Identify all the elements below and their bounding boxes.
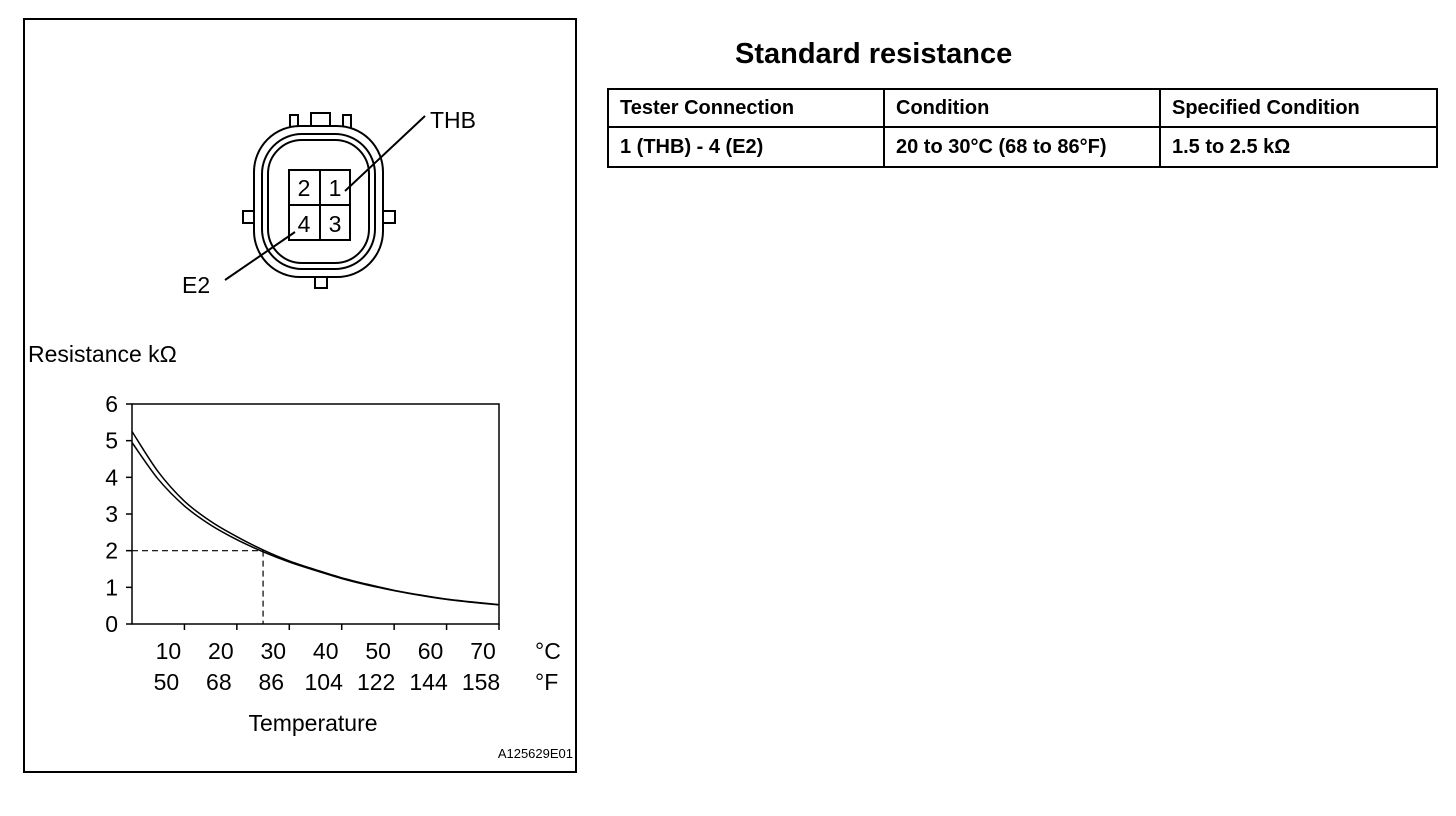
x-tick-label-celsius: 50 [365,638,391,664]
y-tick-label: 2 [105,538,118,564]
x-axis-title: Temperature [248,710,377,736]
x-tick-label-fahrenheit: 50 [154,669,180,695]
y-tick-label: 5 [105,428,118,454]
x-tick-label-celsius: 10 [156,638,182,664]
figure-frame: 2 1 4 3 THB E2 0 1 2 3 4 5 6 10 50 20 68 30 86 40 104 5… [23,18,577,773]
table-header-row: Tester Connection Condition Specified Co… [607,88,1438,128]
thb-label: THB [430,107,476,133]
connector-diagram [224,112,426,289]
x-tick-label-fahrenheit: 68 [206,669,232,695]
plot-area [131,403,500,625]
connector-housing-outer [253,125,384,278]
y-tick-label: 6 [105,391,118,417]
pin-number-4: 4 [298,211,311,237]
x-tick-label-celsius: 30 [260,638,286,664]
figure-svg: 2 1 4 3 THB E2 0123456105020683086401045… [28,107,573,761]
curve-lower-limit [131,442,500,606]
y-axis-title: Resistance kΩ [28,341,177,367]
cell-condition: 20 to 30°C (68 to 86°F) [883,126,1161,168]
y-tick-label: 3 [105,501,118,527]
e2-label: E2 [182,272,210,298]
cell-specified-condition: 1.5 to 2.5 kΩ [1159,126,1438,168]
pin-number-2: 2 [298,175,311,201]
x-tick-label-fahrenheit: 122 [357,669,395,695]
y-tick-label: 0 [105,611,118,637]
x-tick-label-celsius: 20 [208,638,234,664]
connector-housing-middle [261,133,376,270]
leader-line-thb [344,115,426,192]
x-unit-fahrenheit: °F [535,669,558,695]
header-tester-connection: Tester Connection [607,88,885,128]
x-tick-label-fahrenheit: 158 [462,669,500,695]
x-tick-label-fahrenheit: 86 [258,669,284,695]
header-specified-condition: Specified Condition [1159,88,1438,128]
connector-tab-right [382,210,396,224]
x-tick-label-celsius: 40 [313,638,339,664]
cell-tester-connection: 1 (THB) - 4 (E2) [607,126,885,168]
x-tick-label-fahrenheit: 144 [409,669,448,695]
curve-upper-limit [131,431,500,606]
x-unit-celsius: °C [535,638,561,664]
y-tick-label: 4 [105,464,118,490]
figure-code: A125629E01 [498,746,573,761]
pin-number-3: 3 [329,211,342,237]
y-tick-label: 1 [105,574,118,600]
standard-resistance-table: Tester Connection Condition Specified Co… [607,88,1438,168]
x-tick-label-celsius: 60 [418,638,444,664]
header-condition: Condition [883,88,1161,128]
leader-line-e2 [224,231,296,281]
resistance-chart: 0 1 2 3 4 5 6 10 50 20 68 30 86 40 104 50 122 60 144 70 158 °… [28,341,573,761]
x-tick-label-fahrenheit: 104 [305,669,344,695]
pin-labels: 2 1 4 3 [298,175,342,237]
pin-number-1: 1 [329,175,342,201]
connector-housing-inner [267,139,370,264]
x-tick-label-celsius: 70 [470,638,496,664]
table-row: 1 (THB) - 4 (E2) 20 to 30°C (68 to 86°F)… [607,126,1438,168]
table-title: Standard resistance [735,38,1013,70]
